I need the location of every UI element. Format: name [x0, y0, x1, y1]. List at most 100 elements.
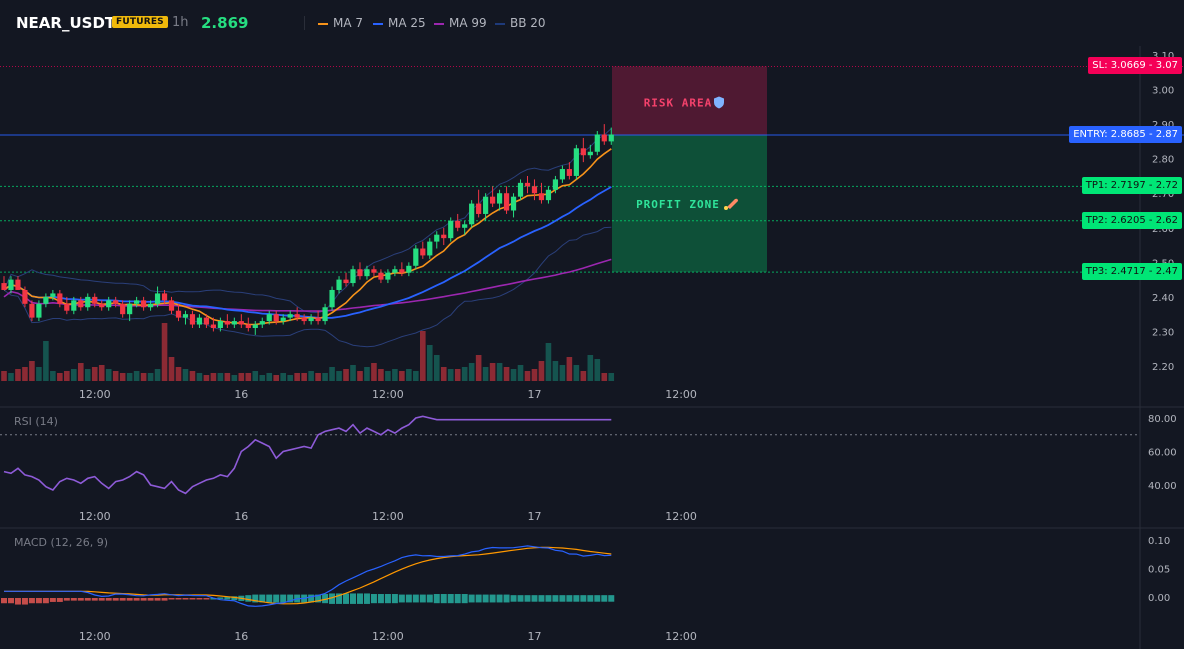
candle-body — [259, 321, 265, 325]
candle — [545, 186, 552, 204]
legend-bb20[interactable]: BB 20 — [495, 16, 546, 30]
macd-histogram-bar — [273, 594, 280, 603]
macd-signal-line — [4, 546, 612, 605]
candle-body — [385, 272, 391, 280]
legend-ma7[interactable]: MA 7 — [318, 16, 363, 30]
macd-tick-2: 0.00 — [1148, 593, 1170, 604]
candle — [134, 296, 140, 308]
ma25-line — [3, 186, 612, 319]
price-tick-5: 2.60 — [1152, 224, 1174, 235]
candle-body — [427, 241, 433, 256]
risk-area-label: RISK AREA — [644, 96, 713, 109]
candle — [147, 300, 154, 311]
macd-histogram-bar — [105, 598, 112, 601]
macd-histogram-bar — [363, 593, 370, 604]
candle — [322, 303, 328, 325]
tp2-price-tag[interactable]: TP2: 2.6205 - 2.62 — [1081, 211, 1182, 229]
candle-body — [552, 179, 559, 190]
volume-bar — [343, 369, 349, 381]
candle — [106, 296, 112, 311]
candle — [113, 296, 119, 308]
candle-body — [99, 303, 105, 308]
candlesticks — [1, 124, 614, 335]
time-label-pane2-3: 17 — [527, 630, 541, 643]
legend-ma99[interactable]: MA 99 — [434, 16, 487, 30]
candle — [371, 265, 377, 277]
candle — [608, 127, 614, 145]
volume-bar — [217, 373, 224, 381]
macd-histogram-bar — [140, 598, 147, 601]
candle-body — [496, 193, 503, 204]
volume-bar — [140, 373, 147, 381]
candle — [120, 300, 126, 318]
timeframe-label[interactable]: 1h — [172, 15, 189, 30]
candle-body — [483, 196, 489, 214]
candle — [476, 189, 482, 218]
candle — [231, 317, 237, 328]
candle-body — [50, 293, 56, 297]
macd-histogram-bar — [412, 594, 419, 603]
entry-price-tag[interactable]: ENTRY: 2.8685 - 2.87 — [1069, 125, 1182, 143]
macd-histogram-bar — [587, 595, 594, 602]
symbol-name[interactable]: NEAR_USDT — [16, 14, 116, 32]
volume-bar — [84, 369, 91, 381]
candle-body — [287, 314, 293, 318]
candle-body — [462, 224, 468, 228]
candle-body — [141, 300, 147, 308]
macd-histogram-bar — [126, 598, 133, 601]
rsi-tick-1: 60.00 — [1148, 448, 1177, 459]
macd-histogram-bar — [350, 593, 356, 604]
candle — [427, 238, 433, 259]
legend-label-ma7: MA 7 — [333, 16, 364, 30]
volume-bar — [182, 369, 189, 381]
price-tick-4: 2.70 — [1152, 189, 1174, 200]
candle — [43, 293, 49, 308]
volume-bar — [175, 367, 182, 381]
candle-body — [608, 134, 614, 142]
macd-histogram-bar — [224, 596, 231, 600]
sl-price-tag[interactable]: SL: 3.0669 - 3.07 — [1088, 57, 1182, 75]
macd-indicator-label[interactable]: MACD (12, 26, 9) — [14, 536, 108, 549]
time-label-pane2-4: 12:00 — [665, 630, 697, 643]
macd-histogram-bar — [252, 594, 259, 603]
candle-body — [294, 314, 300, 318]
risk-area-box[interactable] — [612, 66, 767, 135]
macd-histogram-bar — [489, 594, 496, 603]
volume-bar — [336, 371, 342, 381]
volume-bar — [426, 345, 433, 381]
volume-bar — [357, 371, 363, 381]
macd-histogram-bar — [63, 598, 70, 601]
candle-body — [120, 303, 126, 315]
candle-body — [392, 269, 398, 273]
macd-histogram-bar — [559, 595, 566, 602]
candle — [175, 303, 182, 322]
volume-bar — [126, 373, 133, 381]
volume-bar — [154, 369, 161, 381]
time-label-pane1-3: 17 — [527, 510, 541, 523]
candle — [580, 137, 586, 163]
volume-bar — [29, 361, 35, 381]
legend-ma25[interactable]: MA 25 — [373, 16, 426, 30]
candle-body — [594, 134, 600, 152]
candle-body — [175, 310, 182, 318]
candle — [182, 310, 189, 325]
ma99-line — [3, 258, 612, 312]
candle-body — [413, 248, 419, 266]
volume-bar — [385, 371, 391, 381]
macd-histogram-bar — [447, 594, 454, 604]
tp3-price-tag[interactable]: TP3: 2.4717 - 2.47 — [1081, 263, 1182, 281]
legend-swatch-ma99 — [434, 22, 444, 25]
candle-body — [280, 317, 286, 322]
macd-histogram-bar — [98, 598, 105, 601]
tp1-price-tag[interactable]: TP1: 2.7197 - 2.72 — [1081, 177, 1182, 195]
price-tick-7: 2.40 — [1152, 293, 1174, 304]
volume-bar — [573, 365, 580, 381]
volume-bar — [440, 367, 447, 381]
profit-zone-box[interactable] — [612, 134, 767, 273]
rsi-indicator-label[interactable]: RSI (14) — [14, 415, 58, 428]
volume-bar — [601, 373, 608, 381]
candle — [252, 321, 258, 335]
macd-histogram-bar — [398, 594, 405, 603]
candle-body — [85, 296, 91, 308]
